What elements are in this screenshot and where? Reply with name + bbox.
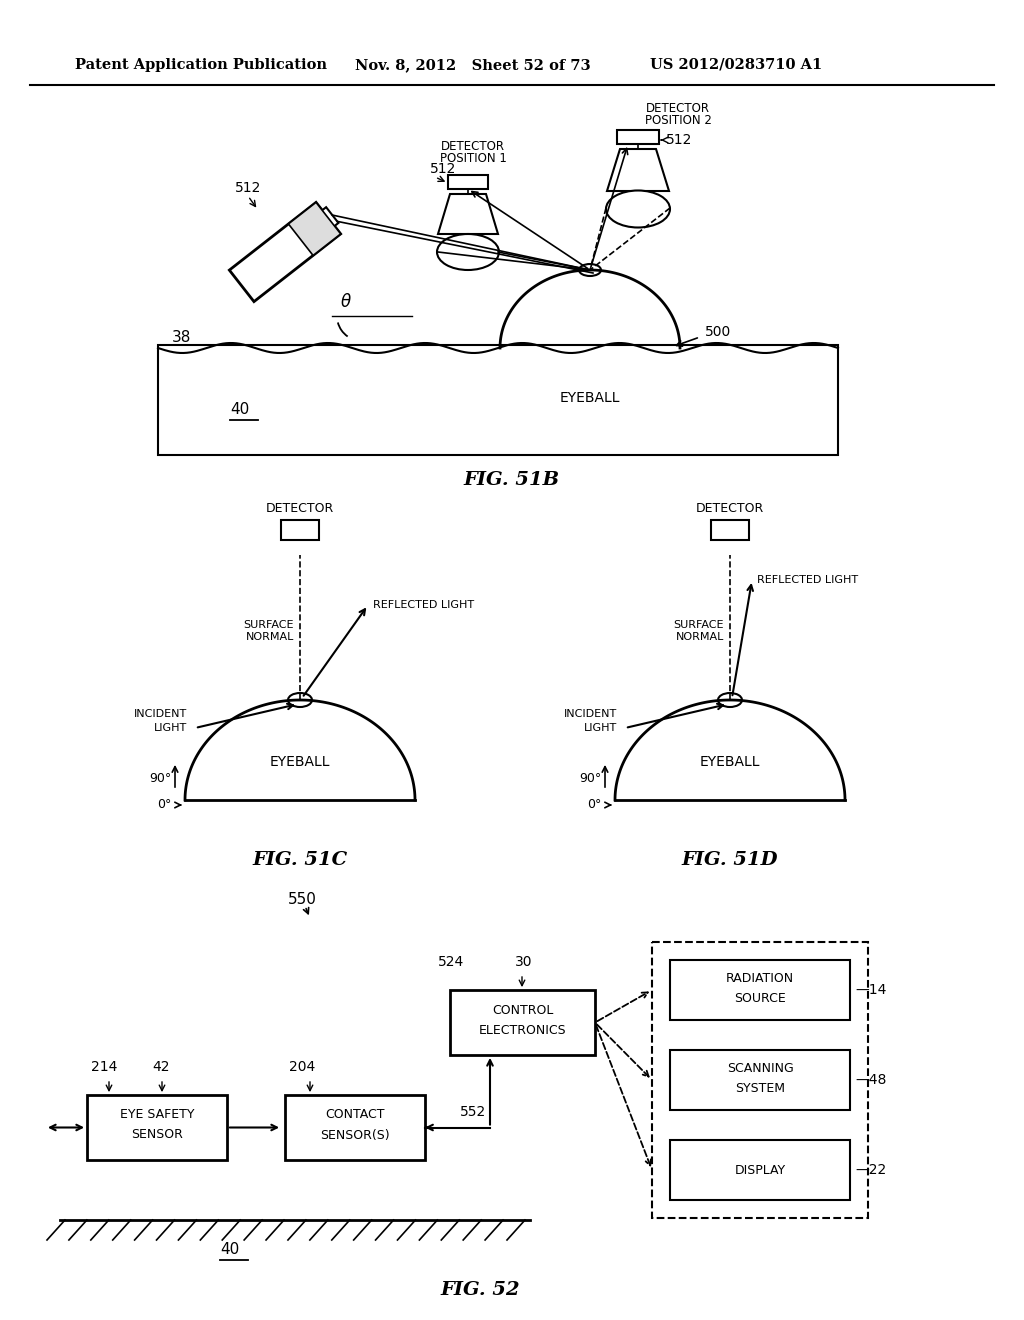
Bar	[158, 345, 838, 455]
Text: $\theta$: $\theta$	[340, 293, 352, 312]
Ellipse shape	[606, 190, 670, 227]
Text: NORMAL: NORMAL	[676, 632, 724, 642]
Text: —22: —22	[855, 1163, 886, 1177]
Text: 90°: 90°	[148, 771, 171, 784]
Text: INCIDENT: INCIDENT	[564, 709, 617, 719]
Text: SURFACE: SURFACE	[674, 620, 724, 630]
Polygon shape	[438, 194, 498, 234]
Text: SCANNING: SCANNING	[727, 1061, 794, 1074]
Text: CONTACT: CONTACT	[326, 1109, 385, 1122]
Polygon shape	[607, 149, 669, 191]
Text: DETECTOR: DETECTOR	[696, 502, 764, 515]
Polygon shape	[289, 202, 341, 256]
Text: SYSTEM: SYSTEM	[735, 1081, 785, 1094]
Text: RADIATION: RADIATION	[726, 972, 794, 985]
Text: FIG. 52: FIG. 52	[440, 1280, 520, 1299]
Bar	[617, 129, 659, 144]
Ellipse shape	[437, 234, 499, 271]
Text: INCIDENT: INCIDENT	[134, 709, 187, 719]
Text: 512: 512	[234, 181, 261, 195]
Text: 512: 512	[430, 162, 457, 176]
Text: FIG. 51B: FIG. 51B	[464, 471, 560, 488]
Text: 204: 204	[289, 1060, 315, 1074]
Text: SENSOR(S): SENSOR(S)	[321, 1129, 390, 1142]
Polygon shape	[229, 202, 341, 302]
Text: Patent Application Publication: Patent Application Publication	[75, 58, 327, 73]
Bar	[450, 990, 595, 1055]
Text: ELECTRONICS: ELECTRONICS	[478, 1023, 566, 1036]
Text: SOURCE: SOURCE	[734, 991, 785, 1005]
Bar	[670, 1140, 850, 1200]
Text: 0°: 0°	[587, 799, 601, 812]
Text: FIG. 51D: FIG. 51D	[682, 851, 778, 869]
Text: DISPLAY: DISPLAY	[734, 1163, 785, 1176]
Text: Nov. 8, 2012   Sheet 52 of 73: Nov. 8, 2012 Sheet 52 of 73	[355, 58, 591, 73]
Text: 500: 500	[705, 325, 731, 339]
Text: 214: 214	[91, 1060, 118, 1074]
Text: EYEBALL: EYEBALL	[560, 391, 621, 405]
Text: POSITION 2: POSITION 2	[644, 114, 712, 127]
Text: SENSOR: SENSOR	[131, 1129, 183, 1142]
Bar	[87, 1096, 227, 1160]
Text: —14: —14	[855, 983, 887, 997]
Text: 40: 40	[230, 403, 249, 417]
Text: DETECTOR: DETECTOR	[646, 102, 710, 115]
Text: LIGHT: LIGHT	[154, 723, 187, 733]
Text: EYEBALL: EYEBALL	[269, 755, 331, 770]
Bar	[652, 942, 868, 1218]
Text: POSITION 1: POSITION 1	[439, 153, 507, 165]
Text: 42: 42	[152, 1060, 170, 1074]
Text: 90°: 90°	[579, 771, 601, 784]
Text: 512: 512	[666, 133, 692, 147]
Text: 524: 524	[438, 954, 464, 969]
Text: SURFACE: SURFACE	[244, 620, 294, 630]
Text: DETECTOR: DETECTOR	[441, 140, 505, 153]
Text: 550: 550	[288, 892, 316, 908]
Text: FIG. 51C: FIG. 51C	[253, 851, 347, 869]
Text: 552: 552	[460, 1106, 486, 1119]
Text: 0°: 0°	[157, 799, 171, 812]
Bar	[449, 176, 488, 189]
Text: REFLECTED LIGHT: REFLECTED LIGHT	[757, 576, 858, 585]
Text: REFLECTED LIGHT: REFLECTED LIGHT	[373, 601, 474, 610]
Text: 38: 38	[172, 330, 191, 345]
Bar	[285, 1096, 425, 1160]
Text: LIGHT: LIGHT	[584, 723, 617, 733]
Text: NORMAL: NORMAL	[246, 632, 294, 642]
Bar	[670, 1049, 850, 1110]
Bar	[711, 520, 749, 540]
Text: 40: 40	[220, 1242, 240, 1258]
Text: EYE SAFETY: EYE SAFETY	[120, 1109, 195, 1122]
Polygon shape	[310, 207, 339, 235]
Text: 30: 30	[515, 954, 532, 969]
Bar	[281, 520, 319, 540]
Text: CONTROL: CONTROL	[492, 1003, 553, 1016]
Text: DETECTOR: DETECTOR	[266, 502, 334, 515]
Bar	[670, 960, 850, 1020]
Text: US 2012/0283710 A1: US 2012/0283710 A1	[650, 58, 822, 73]
Text: —48: —48	[855, 1073, 887, 1086]
Text: EYEBALL: EYEBALL	[699, 755, 760, 770]
